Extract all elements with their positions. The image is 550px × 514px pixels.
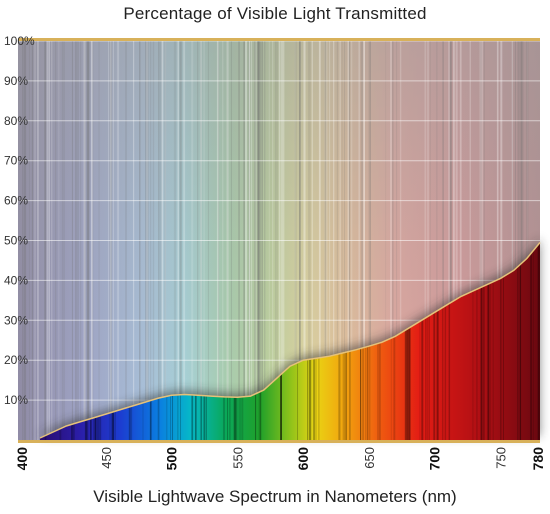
spectral-line [503, 242, 504, 440]
spectral-line [406, 242, 408, 440]
spectral-line [490, 242, 491, 440]
spectral-line [442, 242, 444, 440]
x-tick-label: 650 [362, 447, 377, 469]
spectral-line [500, 242, 502, 440]
spectral-line [419, 242, 421, 440]
spectral-line [492, 242, 494, 440]
top-border [18, 38, 540, 41]
spectral-line [487, 242, 490, 440]
spectral-line [476, 242, 478, 440]
spectral-line [444, 242, 447, 440]
spectral-line [405, 242, 408, 440]
y-tick-label: 40% [4, 273, 28, 287]
spectral-line [486, 242, 489, 440]
spectral-line [409, 242, 411, 440]
spectral-line [530, 242, 532, 440]
spectral-line [407, 242, 410, 440]
area-fill [40, 242, 540, 440]
y-tick-label: 30% [4, 313, 28, 327]
axes [18, 38, 540, 443]
x-tick-label: 400 [14, 447, 30, 471]
x-axis-title: Visible Lightwave Spectrum in Nanometers… [93, 487, 457, 506]
x-tick-label: 700 [427, 447, 443, 471]
x-tick-label: 500 [164, 447, 180, 471]
spectral-line [537, 242, 540, 440]
y-tick-label: 90% [4, 74, 28, 88]
x-tick-label: 600 [295, 447, 311, 471]
spectral-line [393, 242, 396, 440]
spectral-line [472, 242, 474, 440]
spectral-line [480, 242, 483, 440]
x-axis-line [18, 440, 540, 443]
transmission-line [39, 242, 541, 439]
spectral-line [435, 242, 437, 440]
spectral-line [428, 242, 430, 440]
y-tick-label: 60% [4, 194, 28, 208]
y-tick-label: 100% [4, 34, 35, 48]
y-tick-label: 70% [4, 154, 28, 168]
x-tick-label: 550 [230, 447, 245, 469]
spectral-line [519, 242, 521, 440]
x-tick-label: 450 [99, 447, 114, 469]
chart-title: Percentage of Visible Light Transmitted [123, 4, 427, 23]
spectral-line [408, 242, 410, 440]
x-axis-ticks: 400 450 500 550 600 650 700 750 780 [14, 447, 546, 471]
spectral-line [409, 242, 411, 440]
spectral-line [538, 242, 540, 440]
spectral-line [425, 242, 427, 440]
spectral-line [421, 242, 424, 440]
spectral-line [426, 242, 428, 440]
spectral-line [532, 242, 534, 440]
y-tick-label: 50% [4, 234, 28, 248]
y-tick-label: 80% [4, 114, 28, 128]
x-tick-label: 750 [494, 447, 509, 469]
spectral-line [404, 242, 407, 440]
spectral-line [481, 242, 483, 440]
spectral-line [433, 242, 435, 440]
spectral-line [519, 242, 522, 440]
spectral-line [517, 242, 519, 440]
y-tick-label: 20% [4, 353, 28, 367]
spectral-line [390, 242, 392, 440]
x-tick-label: 780 [530, 447, 546, 471]
spectral-line [448, 242, 451, 440]
y-tick-label: 10% [4, 393, 28, 407]
spectral-line [436, 242, 439, 440]
y-axis-ticks: 10% 20% 30% 40% 50% 60% 70% 80% 90% 100% [4, 34, 35, 407]
spectral-line [483, 242, 485, 440]
